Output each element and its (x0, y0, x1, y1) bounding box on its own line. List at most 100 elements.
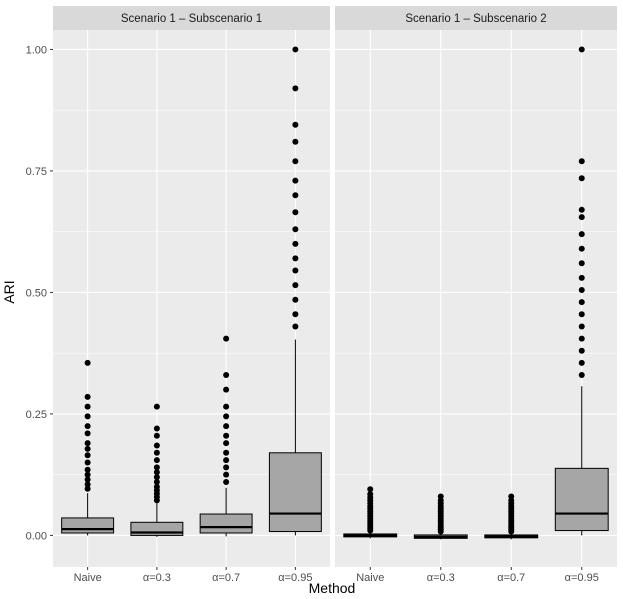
outlier-point (578, 158, 585, 165)
box-0 (61, 359, 115, 536)
outlier-point (84, 359, 91, 366)
outlier-point (153, 457, 160, 464)
outlier-point (153, 469, 160, 476)
outlier-point (223, 449, 230, 456)
x-tick-label: α=0.95 (278, 572, 312, 584)
outlier-point (84, 481, 91, 488)
outlier-point (153, 464, 160, 471)
outlier-point (292, 296, 299, 303)
outlier-point (292, 240, 299, 247)
outlier-point (508, 493, 515, 500)
outlier-point (84, 403, 91, 410)
outlier-point (153, 403, 160, 410)
box-1 (130, 403, 184, 537)
box-iqr (268, 452, 322, 533)
outlier-point (84, 393, 91, 400)
outlier-point (578, 359, 585, 366)
outlier-point (292, 158, 299, 165)
y-tick-label: 0.50 (26, 287, 47, 299)
y-axis: 0.00 0.25 0.50 0.75 1.00 (26, 44, 53, 542)
outlier-point (578, 286, 585, 293)
box-2 (484, 493, 539, 540)
x-tick-label: α=0.3 (427, 572, 455, 584)
outlier-point (578, 260, 585, 267)
outlier-point (223, 471, 230, 478)
outlier-point (292, 226, 299, 233)
box-iqr (199, 513, 253, 534)
outlier-point (84, 476, 91, 483)
outlier-point (223, 413, 230, 420)
outlier-point (578, 335, 585, 342)
outlier-point (292, 138, 299, 145)
outlier-point (437, 493, 444, 500)
outlier-point (292, 255, 299, 262)
outlier-point (578, 214, 585, 221)
outlier-point (84, 466, 91, 473)
outlier-point (292, 85, 299, 92)
facet-strip-title: Scenario 1 – Subscenario 1 (121, 13, 262, 25)
outlier-point (84, 452, 91, 459)
outlier-point (367, 491, 374, 498)
box-1 (413, 493, 468, 540)
outlier-point (223, 403, 230, 410)
outlier-point (153, 483, 160, 490)
box-3 (268, 46, 322, 536)
outlier-point (292, 192, 299, 199)
outlier-point (223, 335, 230, 342)
outlier-point (578, 274, 585, 281)
outlier-point (578, 347, 585, 354)
panel-1: Scenario 1 – Subscenario 1 Naive α=0.3 α=0.… (53, 6, 330, 584)
outlier-point (223, 386, 230, 393)
outlier-point (292, 267, 299, 274)
outlier-point (223, 440, 230, 447)
outlier-point (84, 423, 91, 430)
outlier-point (578, 46, 585, 53)
outlier-point (84, 471, 91, 478)
outlier-point (292, 323, 299, 330)
y-axis-title: ARI (1, 280, 17, 303)
outlier-point (578, 323, 585, 330)
outlier-point (578, 245, 585, 252)
outlier-point (578, 299, 585, 306)
panels-layer: Scenario 1 – Subscenario 1 Naive α=0.3 α=0.… (53, 6, 617, 584)
x-tick-label: α=0.7 (212, 572, 240, 584)
outlier-point (578, 206, 585, 213)
outlier-point (223, 478, 230, 485)
outlier-point (153, 474, 160, 481)
outlier-point (153, 442, 160, 449)
x-tick-label: α=0.95 (565, 572, 599, 584)
outlier-point (578, 372, 585, 379)
panel-2: Scenario 1 – Subscenario 2 Naive α=0.3 α=0.… (335, 6, 617, 584)
outlier-point (84, 445, 91, 452)
x-tick-label: α=0.3 (143, 572, 171, 584)
outlier-point (84, 440, 91, 447)
box-0 (343, 486, 398, 539)
outlier-point (292, 177, 299, 184)
outlier-point (223, 432, 230, 439)
outlier-point (578, 231, 585, 238)
outlier-point (578, 175, 585, 182)
outlier-point (292, 209, 299, 216)
outlier-point (153, 478, 160, 485)
facet-strip (335, 6, 617, 30)
outlier-point (153, 425, 160, 432)
outlier-point (84, 459, 91, 466)
facet-strip-title: Scenario 1 – Subscenario 2 (405, 13, 546, 25)
outlier-point (223, 372, 230, 379)
facet-strip (53, 6, 330, 30)
x-tick-label: Naive (356, 572, 384, 584)
y-tick-label: 0.25 (26, 409, 47, 421)
outlier-point (223, 464, 230, 471)
outlier-point (223, 423, 230, 430)
outlier-point (292, 46, 299, 53)
x-axis-title: Method (309, 580, 356, 596)
outlier-point (292, 282, 299, 289)
y-tick-label: 0.75 (26, 166, 47, 178)
x-tick-label: Naive (74, 572, 102, 584)
box-iqr (61, 517, 115, 534)
outlier-point (153, 449, 160, 456)
outlier-point (84, 413, 91, 420)
outlier-point (223, 457, 230, 464)
box-3 (554, 46, 609, 536)
